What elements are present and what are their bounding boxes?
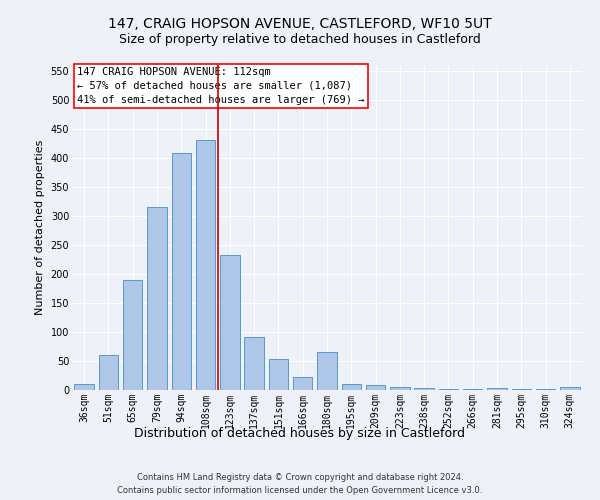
Bar <box>147 207 167 390</box>
Bar <box>341 384 361 390</box>
Bar <box>269 359 288 390</box>
Text: 147 CRAIG HOPSON AVENUE: 112sqm
← 57% of detached houses are smaller (1,087)
41%: 147 CRAIG HOPSON AVENUE: 112sqm ← 57% of… <box>77 66 365 104</box>
Bar <box>99 355 118 390</box>
Bar <box>172 153 191 390</box>
Bar <box>390 387 410 390</box>
Bar <box>74 384 94 390</box>
Bar <box>560 387 580 390</box>
Text: Distribution of detached houses by size in Castleford: Distribution of detached houses by size … <box>134 428 466 440</box>
Bar <box>244 336 264 390</box>
Bar <box>415 388 434 390</box>
Bar <box>487 388 507 390</box>
Bar <box>293 377 313 390</box>
Text: Contains HM Land Registry data © Crown copyright and database right 2024.: Contains HM Land Registry data © Crown c… <box>137 472 463 482</box>
Bar <box>439 389 458 390</box>
Bar <box>123 280 142 390</box>
Bar <box>220 256 239 390</box>
Bar <box>196 140 215 390</box>
Text: Contains public sector information licensed under the Open Government Licence v3: Contains public sector information licen… <box>118 486 482 495</box>
Bar <box>366 385 385 390</box>
Bar <box>317 352 337 390</box>
Y-axis label: Number of detached properties: Number of detached properties <box>35 140 45 315</box>
Text: 147, CRAIG HOPSON AVENUE, CASTLEFORD, WF10 5UT: 147, CRAIG HOPSON AVENUE, CASTLEFORD, WF… <box>108 18 492 32</box>
Text: Size of property relative to detached houses in Castleford: Size of property relative to detached ho… <box>119 32 481 46</box>
